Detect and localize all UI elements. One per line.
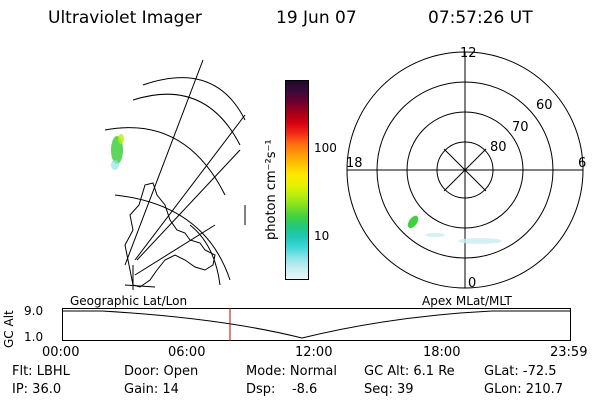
info-ip: IP: 36.0 — [12, 382, 62, 397]
mlt-label-12: 12 — [460, 46, 477, 61]
info-filter: Flt: LBHL — [12, 364, 70, 379]
ytick-1: 1.0 — [24, 330, 44, 344]
instrument-title: Ultraviolet Imager — [48, 8, 202, 28]
mlt-label-6: 6 — [578, 156, 587, 171]
geographic-map — [104, 59, 246, 290]
info-seq: Seq: 39 — [364, 382, 414, 397]
aurora-spot — [407, 215, 419, 229]
info-glat: GLat: -72.5 — [484, 364, 557, 379]
xtick-1200: 12:00 — [295, 345, 333, 360]
xtick-0600: 06:00 — [168, 345, 206, 360]
info-mode: Mode: Normal — [246, 364, 337, 379]
colorbar-tick-10: 10 — [314, 229, 330, 243]
timeline-ylabel: GC Alt — [2, 310, 16, 348]
coastline — [124, 182, 216, 288]
altitude-curve — [62, 310, 571, 339]
time-label: 07:57:26 UT — [428, 8, 533, 28]
lat-label-80: 80 — [490, 140, 507, 155]
info-glon: GLon: 210.7 — [484, 382, 564, 397]
lat-label-70: 70 — [512, 120, 529, 135]
lat-label-60: 60 — [536, 98, 553, 113]
color-bar — [285, 80, 309, 280]
colorbar-label: photon cm⁻²s⁻¹ — [264, 139, 279, 240]
ytick-9: 9.0 — [24, 304, 44, 318]
info-gc-alt: GC Alt: 6.1 Re — [364, 364, 455, 379]
info-dsp: Dsp: -8.6 — [246, 382, 318, 397]
xtick-1800: 18:00 — [423, 345, 461, 360]
lat-arc — [142, 77, 246, 121]
info-door: Door: Open — [124, 364, 199, 379]
xtick-0000: 00:00 — [42, 345, 80, 360]
xtick-2359: 23:59 — [550, 345, 588, 360]
info-gain: Gain: 14 — [124, 382, 179, 397]
altitude-timeline — [62, 308, 571, 341]
mlt-label-0: 0 — [468, 276, 477, 291]
polar-plot — [346, 51, 584, 289]
apex-title: Apex MLat/MLT — [422, 294, 512, 308]
date-label: 19 Jun 07 — [276, 8, 357, 28]
mlt-label-18: 18 — [346, 156, 363, 171]
colorbar-tick-100: 100 — [314, 141, 337, 155]
geo-title: Geographic Lat/Lon — [70, 294, 188, 308]
